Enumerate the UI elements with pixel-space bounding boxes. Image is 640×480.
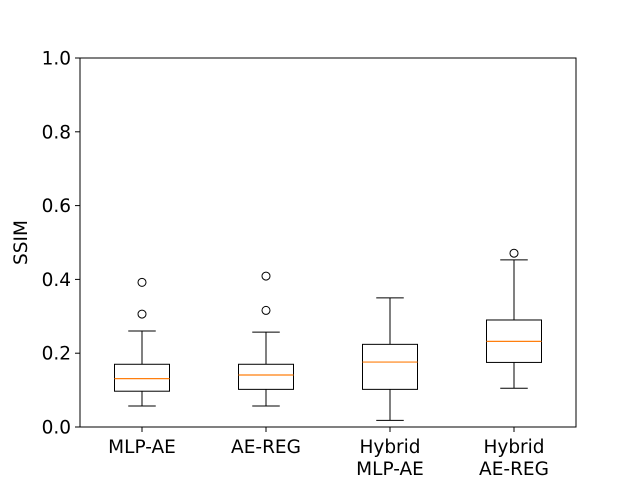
x-tick-label: MLP-AE xyxy=(108,437,176,458)
box xyxy=(362,343,418,390)
x-tick-label: Hybrid xyxy=(483,437,544,458)
plot-frame xyxy=(79,57,577,428)
box xyxy=(114,363,170,392)
box-group xyxy=(238,271,294,407)
box-group xyxy=(114,277,170,407)
outlier-point xyxy=(261,305,271,315)
plot-marks xyxy=(114,248,542,421)
y-tick-label: 0.2 xyxy=(42,344,71,365)
outlier-point xyxy=(137,277,147,287)
outlier-point xyxy=(137,309,147,319)
outlier-point xyxy=(261,271,271,281)
y-tick-label: 0.4 xyxy=(42,270,71,291)
box-group xyxy=(486,248,542,389)
y-tick-label: 0.0 xyxy=(42,418,71,439)
box xyxy=(238,363,294,390)
box-group xyxy=(362,297,418,421)
y-axis-label: SSIM xyxy=(11,220,32,265)
y-axis: 0.0 0.2 0.4 0.6 0.8 1.0 xyxy=(42,49,80,439)
outlier-point xyxy=(509,248,519,258)
x-tick-label: AE-REG xyxy=(231,437,301,458)
x-tick-label: Hybrid xyxy=(359,437,420,458)
y-tick-label: 0.6 xyxy=(42,196,71,217)
y-tick-label: 1.0 xyxy=(42,49,71,70)
y-tick-label: 0.8 xyxy=(42,122,71,143)
x-tick-label: AE-REG xyxy=(479,459,549,480)
x-tick-label: MLP-AE xyxy=(356,459,424,480)
